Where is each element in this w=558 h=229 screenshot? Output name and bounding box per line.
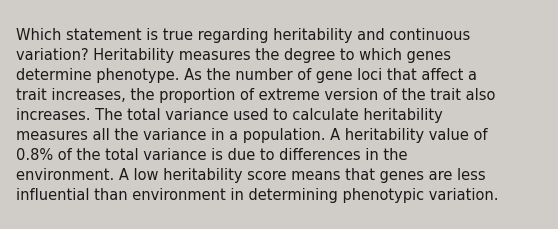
- Text: Which statement is true regarding heritability and continuous
variation? Heritab: Which statement is true regarding herita…: [16, 27, 498, 202]
